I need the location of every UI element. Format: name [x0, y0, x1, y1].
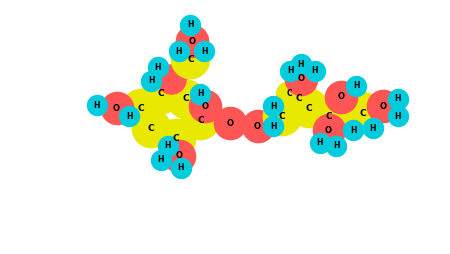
Point: [352, 84, 360, 88]
Text: O: O: [379, 102, 386, 111]
Text: H: H: [316, 138, 323, 148]
Point: [333, 144, 340, 148]
Text: H: H: [333, 141, 340, 150]
Text: C: C: [286, 89, 292, 98]
Point: [187, 57, 194, 61]
Point: [338, 94, 345, 99]
Text: O: O: [338, 92, 345, 101]
Point: [164, 144, 171, 148]
Text: H: H: [94, 101, 100, 110]
Point: [379, 104, 387, 108]
Text: C: C: [296, 94, 302, 103]
Text: H: H: [126, 112, 133, 121]
Text: H: H: [287, 67, 293, 75]
Text: H: H: [270, 122, 277, 131]
Point: [126, 114, 133, 118]
Point: [158, 158, 165, 162]
Point: [369, 126, 377, 130]
Point: [311, 69, 318, 73]
Point: [175, 154, 182, 158]
Text: H: H: [270, 102, 277, 111]
Point: [138, 106, 145, 110]
Text: C: C: [158, 89, 164, 98]
Text: C: C: [197, 116, 204, 125]
Point: [325, 128, 332, 132]
Text: O: O: [254, 122, 261, 131]
Point: [201, 49, 208, 53]
Point: [154, 65, 162, 69]
Point: [297, 62, 305, 66]
Text: O: O: [189, 37, 196, 46]
Text: C: C: [306, 104, 312, 113]
Text: O: O: [297, 74, 304, 83]
Text: H: H: [176, 47, 182, 56]
Point: [148, 126, 155, 130]
Point: [148, 79, 155, 83]
Point: [297, 77, 305, 81]
Text: O: O: [202, 102, 209, 111]
Point: [285, 92, 292, 96]
Point: [270, 124, 277, 128]
Point: [167, 77, 174, 81]
Point: [202, 104, 209, 108]
Text: H: H: [165, 141, 171, 150]
Text: H: H: [369, 124, 376, 133]
Point: [197, 92, 204, 96]
Text: C: C: [279, 112, 285, 121]
Text: H: H: [187, 20, 194, 29]
Point: [177, 166, 184, 170]
Point: [287, 69, 294, 73]
Point: [270, 104, 277, 108]
Text: H: H: [353, 81, 360, 90]
Point: [394, 97, 401, 101]
Text: C: C: [187, 55, 194, 64]
Text: H: H: [350, 126, 356, 135]
Point: [360, 111, 367, 115]
Point: [394, 114, 401, 118]
Text: O: O: [226, 119, 234, 128]
Point: [279, 114, 286, 118]
Text: H: H: [394, 94, 401, 103]
Point: [226, 121, 234, 125]
Text: H: H: [394, 112, 401, 121]
Text: H: H: [155, 62, 161, 72]
Text: H: H: [197, 89, 203, 98]
Point: [172, 136, 179, 140]
Point: [175, 49, 182, 53]
Text: C: C: [172, 134, 179, 142]
Point: [158, 92, 165, 96]
Point: [350, 128, 357, 132]
Text: C: C: [325, 112, 332, 121]
Text: O: O: [325, 126, 332, 135]
Text: H: H: [311, 67, 318, 75]
Point: [316, 141, 323, 145]
Point: [189, 39, 196, 43]
Text: C: C: [148, 124, 154, 133]
Text: H: H: [297, 60, 304, 69]
Text: alamy - 2BHCBPK: alamy - 2BHCBPK: [176, 234, 274, 244]
Point: [295, 97, 302, 101]
Text: O: O: [113, 104, 120, 113]
Text: C: C: [360, 109, 366, 118]
Point: [197, 118, 204, 122]
Text: H: H: [201, 47, 207, 56]
Point: [305, 106, 312, 110]
Text: O: O: [175, 151, 182, 160]
Point: [182, 97, 189, 101]
Point: [254, 124, 261, 128]
Text: C: C: [182, 94, 189, 103]
Text: C: C: [138, 104, 144, 113]
Text: H: H: [158, 155, 164, 164]
Point: [113, 106, 120, 110]
Text: H: H: [148, 76, 154, 85]
Point: [93, 103, 100, 107]
Point: [325, 114, 332, 118]
Text: H: H: [177, 163, 184, 172]
Point: [187, 23, 194, 27]
